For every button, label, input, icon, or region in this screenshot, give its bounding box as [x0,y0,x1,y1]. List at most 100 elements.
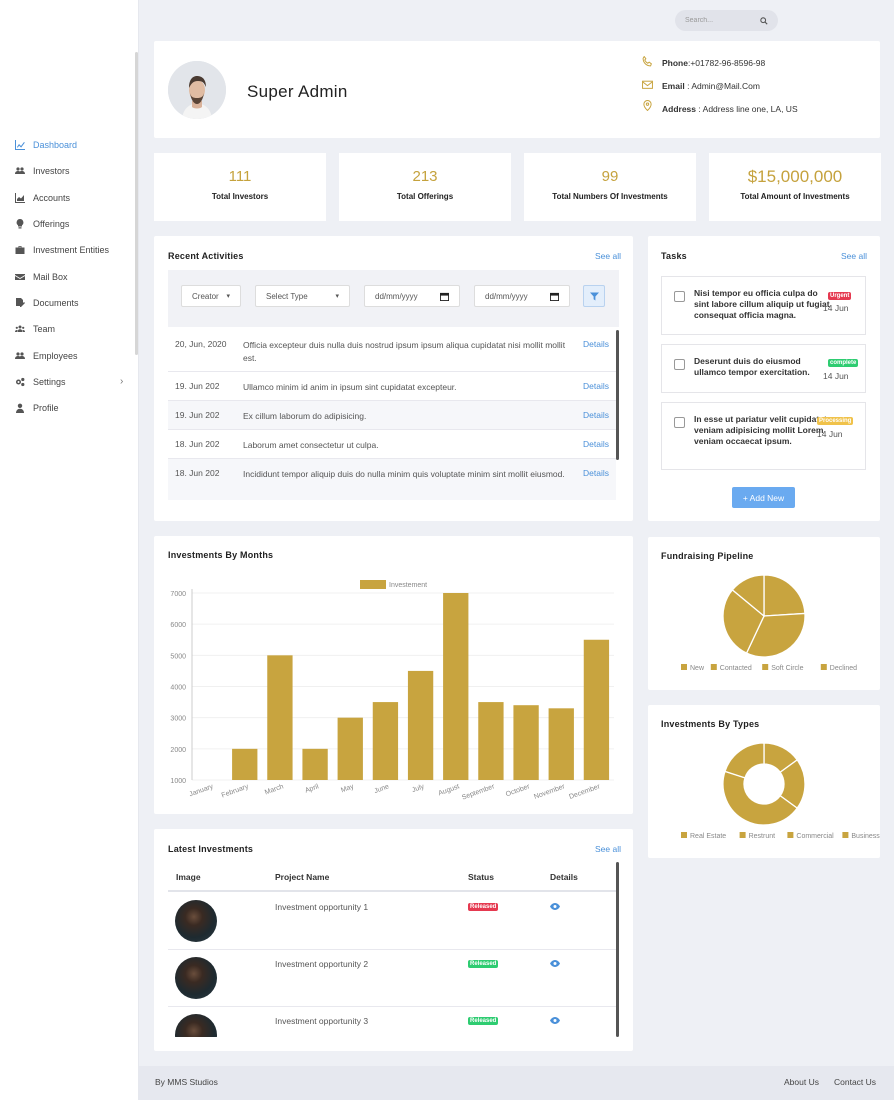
status-badge: Urgent [828,292,852,300]
latest-investments-card [154,829,633,1051]
task-checkbox[interactable] [674,291,685,302]
legend-label: Real Estate [690,833,726,840]
table-row: Investment opportunity 3 Released [168,1007,616,1037]
sidebar-item-dashboard[interactable]: Dashboard [0,132,139,158]
email-line: Email : Admin@Mail.Com [662,81,760,91]
details-link[interactable]: Details [583,439,609,449]
bar-february [232,748,258,780]
sidebar-item-investors[interactable]: Investors [0,158,139,184]
eye-icon[interactable] [550,1017,560,1024]
about-us-link[interactable]: About Us [784,1077,819,1087]
details-link[interactable]: Details [583,468,609,478]
activities-scrollbar[interactable] [616,330,619,460]
activity-date: 19. Jun 202 [175,410,220,420]
investments-doughnut-chart: Real Estate Restrunt Commercial Business [681,742,880,840]
sidebar-item-label: Profile [33,403,59,414]
x-tick-label: June [373,783,390,795]
calendar-icon[interactable] [440,292,449,301]
slice-declined [731,574,765,618]
legend-swatch [842,832,849,838]
sidebar-item-offerings[interactable]: Offerings [0,211,139,237]
details-link[interactable]: Details [583,410,609,420]
activity-text: Laborum amet consectetur ut culpa. [243,440,379,450]
search-input[interactable] [685,17,755,24]
sidebar-item-employees[interactable]: Employees [0,342,139,368]
sidebar-item-profile[interactable]: Profile [0,395,139,421]
envelope-icon [15,273,25,280]
date-to-input[interactable]: dd/mm/yyyy [474,285,570,307]
sidebar-item-label: Dashboard [33,140,78,151]
legend-label: Contacted [720,665,752,672]
date-from-input[interactable]: dd/mm/yyyy [364,285,460,307]
legend-label: Investement [389,582,427,589]
bar-october [513,705,539,780]
y-tick-label: 2000 [170,747,186,754]
y-tick-label: 1000 [170,778,186,785]
status-badge: Released [468,903,499,911]
y-tick-label: 7000 [170,591,186,598]
task-item: Nisi tempor eu officia culpa do sint lab… [661,276,866,335]
see-all-link[interactable]: See all [595,251,621,261]
stat-value: 99 [601,168,619,185]
sidebar-item-label: Investors [33,166,70,177]
bar-may [337,717,363,780]
y-tick-label: 6000 [170,622,186,629]
add-new-task-button[interactable]: + Add New [732,487,795,508]
investments-bar-chart: Investement 1000 2000 3000 4000 5000 6000 7000 J… [170,580,614,802]
sidebar-item-label: Offerings [33,219,70,230]
sidebar-item-settings[interactable]: Settings › [0,369,139,395]
search-icon[interactable] [760,16,768,25]
fundraising-pie-chart: New Contacted Soft Circle Declined [681,574,857,672]
activity-date: 20, Jun, 2020 [175,339,227,349]
address-label: Address [662,104,697,114]
phone-line: Phone:+01782-96-8596-98 [662,58,765,68]
avatar [168,61,226,119]
search-box [675,10,778,31]
column-header: Project Name [275,872,330,882]
legend-swatch [681,832,687,838]
filter-button[interactable] [583,285,605,307]
activity-text: Ullamco minim id anim in ipsum sint cupi… [243,382,457,392]
sidebar-item-documents[interactable]: Documents [0,290,139,316]
address-value: : Address line one, LA, US [698,104,798,114]
x-tick-label: August [438,783,461,797]
calendar-icon[interactable] [550,292,559,301]
sidebar-item-investment-entities[interactable]: Investment Entities [0,237,139,263]
activity-row: 18. Jun 202 Incididunt tempor aliquip du… [168,459,616,500]
phone-label: Phone [662,58,688,68]
bar-june [372,702,399,780]
see-all-link[interactable]: See all [595,844,621,854]
sidebar-item-mail-box[interactable]: Mail Box [0,263,139,289]
task-checkbox[interactable] [674,417,685,428]
x-tick-label: September [461,783,496,802]
legend-label: Commercial [796,833,834,840]
x-tick-label: January [188,783,214,798]
sidebar-item-team[interactable]: Team [0,316,139,342]
card-title: Latest Investments [168,844,254,854]
task-text: In esse ut pariatur velit cupidatat veni… [694,414,827,446]
eye-icon[interactable] [550,960,560,967]
eye-icon[interactable] [550,903,560,910]
sidebar-item-label: Investment Entities [33,245,110,256]
details-link[interactable]: Details [583,381,609,391]
type-select[interactable]: Select Type ▾ [255,285,350,307]
chevron-down-icon: ▾ [335,293,339,300]
sidebar-scrollbar[interactable] [135,52,138,355]
contact-us-link[interactable]: Contact Us [834,1077,877,1087]
sidebar-item-accounts[interactable]: Accounts [0,185,139,211]
table-scrollbar[interactable] [616,862,619,1037]
task-date: 14 Jun [817,429,843,439]
profile-name: Super Admin [247,82,348,101]
see-all-link[interactable]: See all [841,251,867,261]
investment-image [175,1014,217,1037]
details-link[interactable]: Details [583,339,609,349]
creator-select[interactable]: Creator ▾ [181,285,241,307]
slice-soft-circle [722,588,765,654]
task-item: In esse ut pariatur velit cupidatat veni… [661,402,866,470]
status-badge: Released [468,1017,499,1025]
sidebar-item-label: Settings [33,376,66,387]
stat-card-investments-count: 99 Total Numbers Of Investments [524,153,696,221]
task-checkbox[interactable] [674,359,685,370]
avatar-image [168,61,226,119]
filter-icon [589,291,599,301]
